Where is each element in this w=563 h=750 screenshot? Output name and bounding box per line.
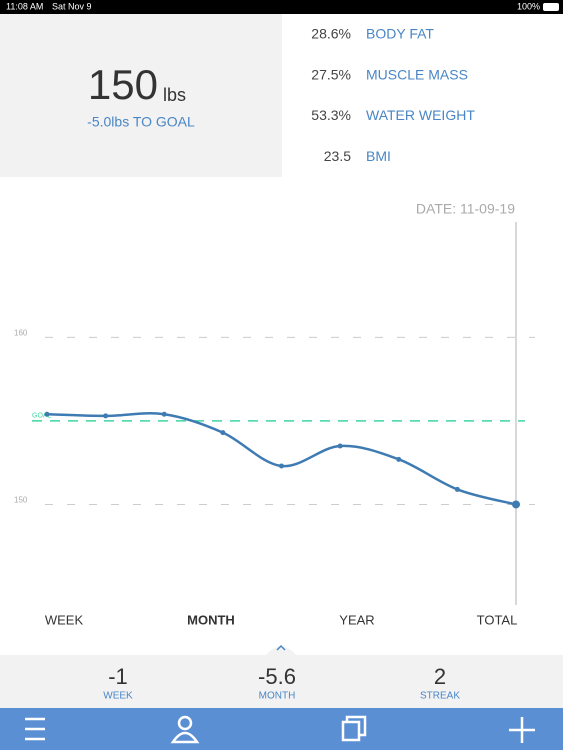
range-tab[interactable]: YEAR [339, 612, 374, 627]
range-tab[interactable]: MONTH [187, 612, 235, 627]
date-label: DATE: 11-09-19 [416, 201, 515, 217]
chevron-up [276, 644, 286, 651]
metric-value: 27.5% [311, 66, 351, 82]
battery-icon [543, 3, 559, 11]
metric-label: MUSCLE MASS [366, 66, 468, 82]
range-tab[interactable]: WEEK [45, 612, 84, 627]
status-time: 11:08 AM [6, 1, 43, 11]
weight-value: 150 [88, 61, 158, 108]
metric-value: 53.3% [311, 107, 351, 123]
data-point[interactable] [279, 463, 284, 469]
data-point[interactable] [512, 500, 520, 509]
metric-label: BMI [366, 148, 391, 164]
profile-icon[interactable] [170, 715, 200, 744]
range-tab[interactable]: TOTAL [477, 612, 518, 627]
expand-handle[interactable] [266, 646, 296, 656]
stat-value: -5.6 [258, 664, 296, 689]
weight-unit: lbs [163, 85, 186, 105]
nav-bar [0, 708, 563, 750]
data-point[interactable] [103, 413, 109, 419]
data-point[interactable] [454, 486, 460, 492]
stat-label: STREAK [420, 691, 460, 702]
metric-value: 28.6% [311, 26, 351, 42]
summary-box [0, 14, 282, 177]
stat-label: MONTH [259, 691, 296, 702]
stat-label: WEEK [103, 691, 133, 702]
stats-band [0, 655, 563, 708]
add-icon[interactable] [509, 717, 535, 743]
status-battery: 100% [517, 1, 540, 11]
menu-icon[interactable] [25, 717, 45, 741]
status-bar [0, 0, 563, 14]
metric-value: 23.5 [324, 148, 351, 164]
data-point[interactable] [161, 411, 167, 417]
data-point[interactable] [337, 443, 343, 449]
data-point[interactable] [220, 430, 226, 436]
stat-value: 2 [434, 664, 446, 689]
metric-label: WATER WEIGHT [366, 107, 475, 123]
data-point[interactable] [396, 456, 402, 462]
goal-text: -5.0lbs TO GOAL [87, 114, 195, 130]
data-point[interactable] [44, 411, 50, 417]
metric-label: BODY FAT [366, 26, 434, 42]
copy-icon[interactable] [341, 715, 367, 742]
y-tick-label: 160 [14, 328, 28, 337]
y-tick-label: 150 [14, 496, 28, 505]
stat-value: -1 [108, 664, 128, 689]
weight-line [46, 412, 517, 506]
goal-label: GOAL [32, 413, 52, 420]
status-date: Sat Nov 9 [52, 1, 92, 11]
